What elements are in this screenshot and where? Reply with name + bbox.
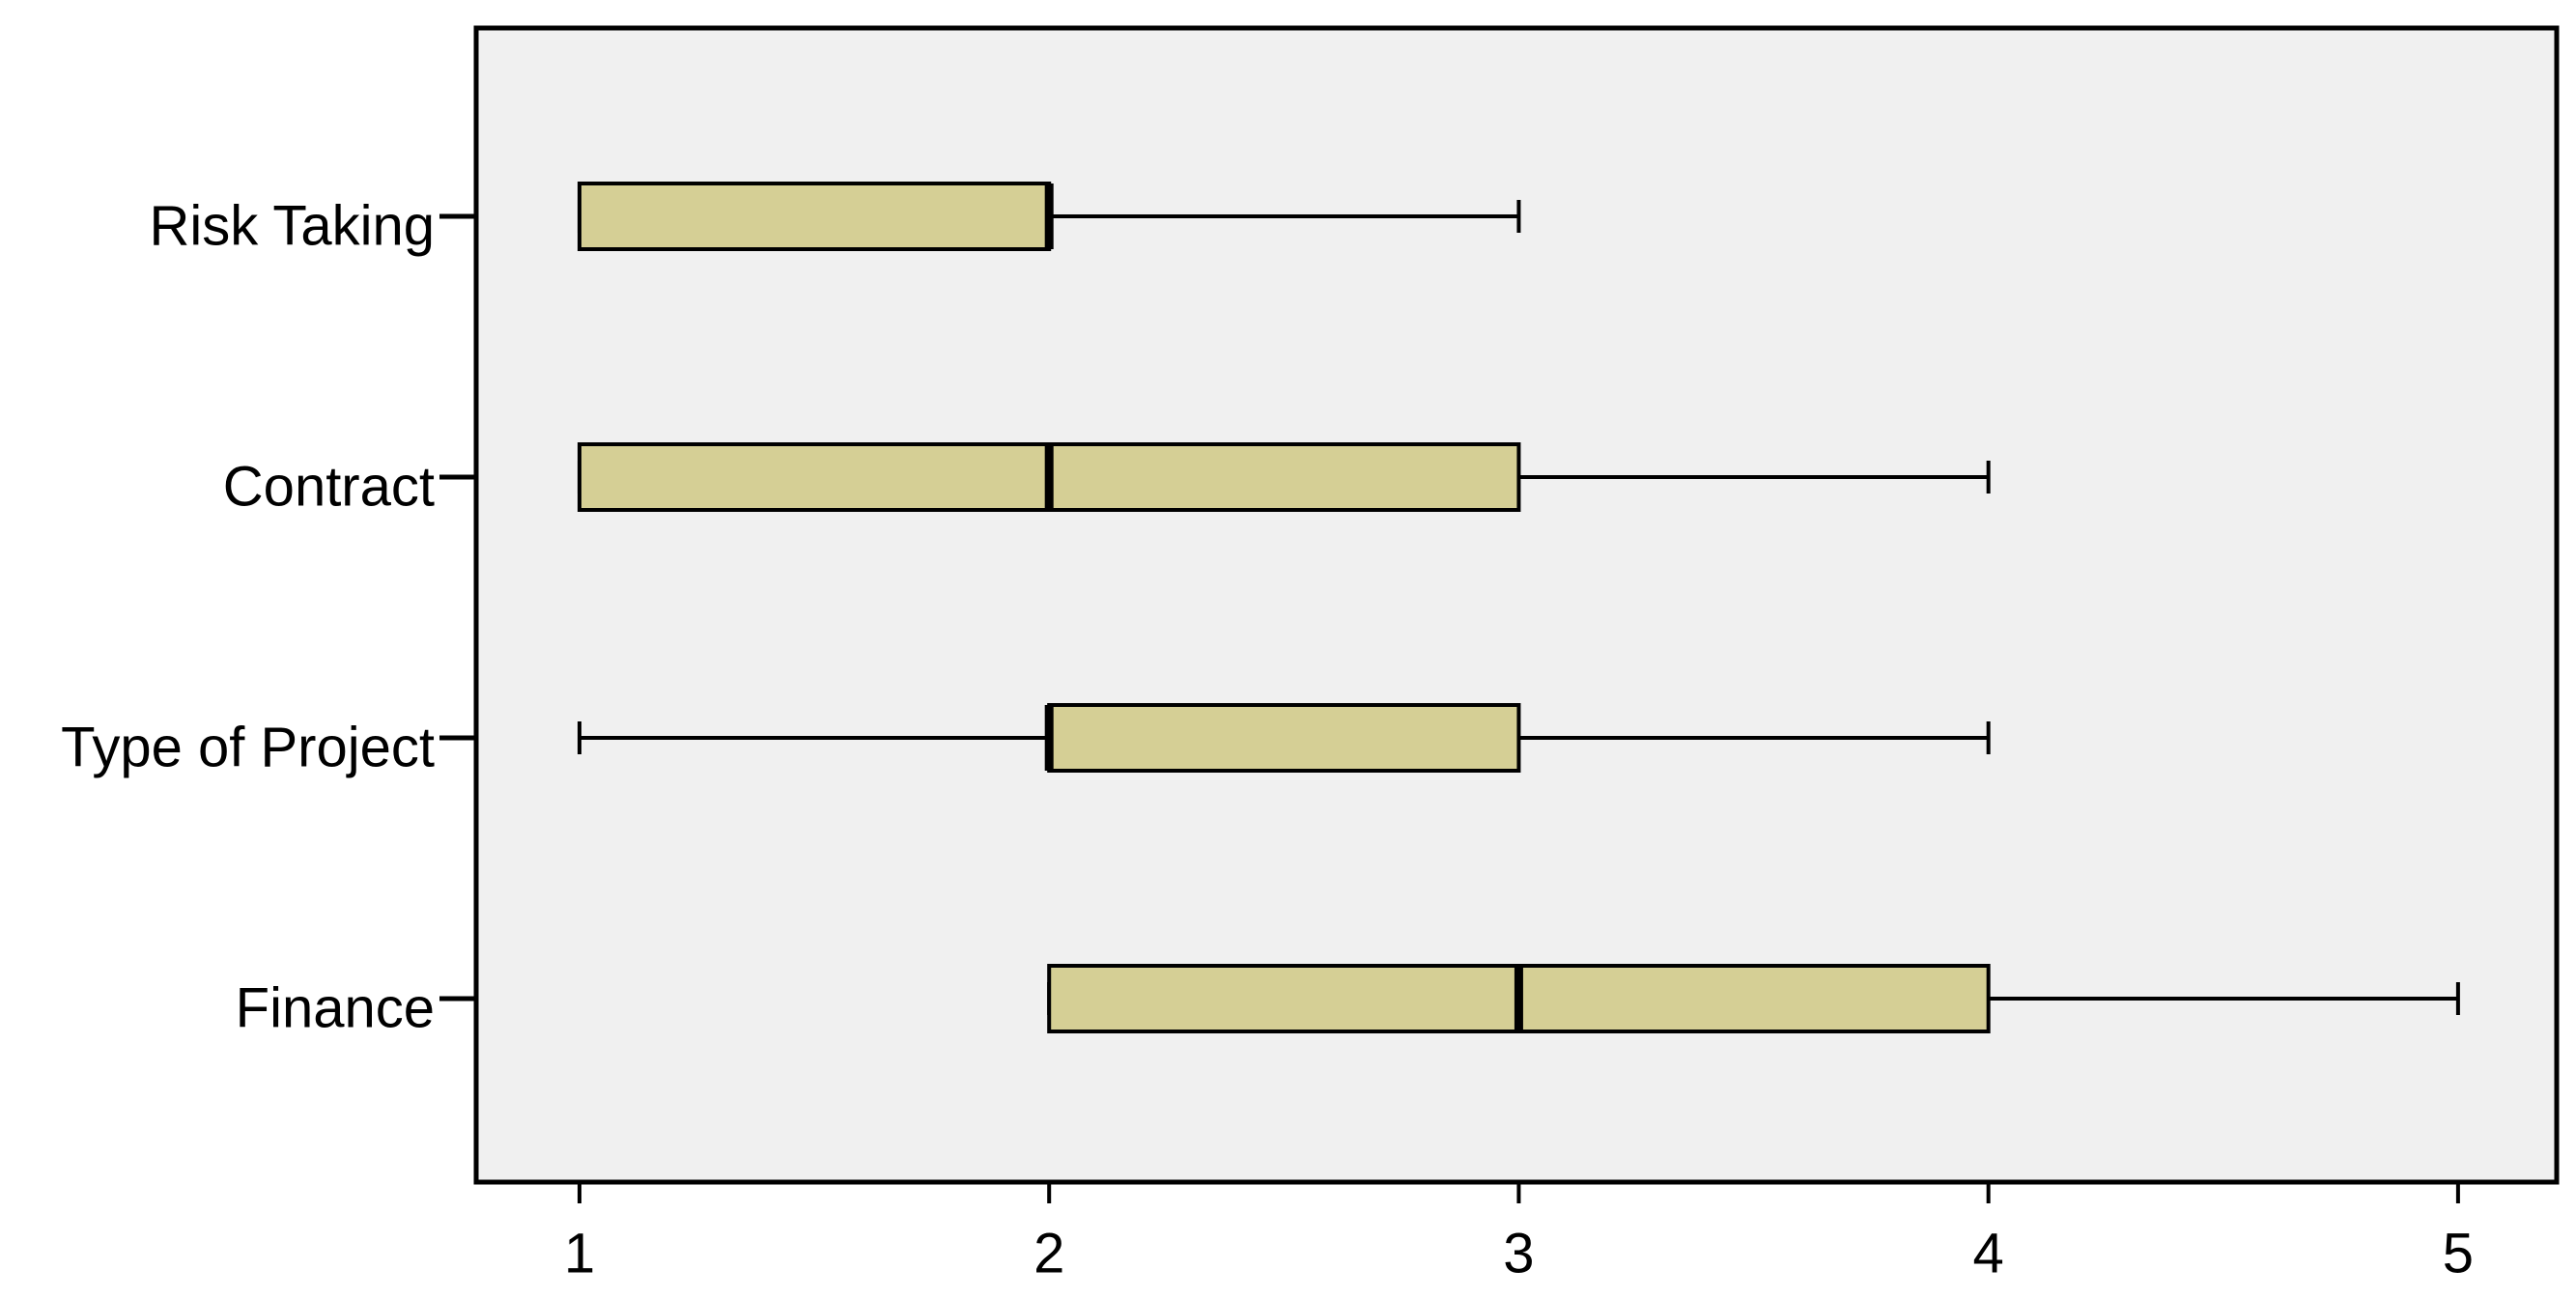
- x-tick-label: 1: [564, 1222, 595, 1284]
- x-tick-label: 2: [1033, 1222, 1064, 1284]
- y-tick-label: Type of Project: [61, 716, 435, 778]
- x-tick-label: 5: [2443, 1222, 2474, 1284]
- x-tick-label: 4: [1973, 1222, 2004, 1284]
- box: [577, 182, 1052, 251]
- y-tick-label: Finance: [236, 976, 435, 1039]
- box: [1047, 703, 1521, 773]
- x-tick-label: 3: [1503, 1222, 1534, 1284]
- y-tick-label: Risk Taking: [150, 194, 436, 257]
- y-tick-label: Contract: [223, 455, 435, 518]
